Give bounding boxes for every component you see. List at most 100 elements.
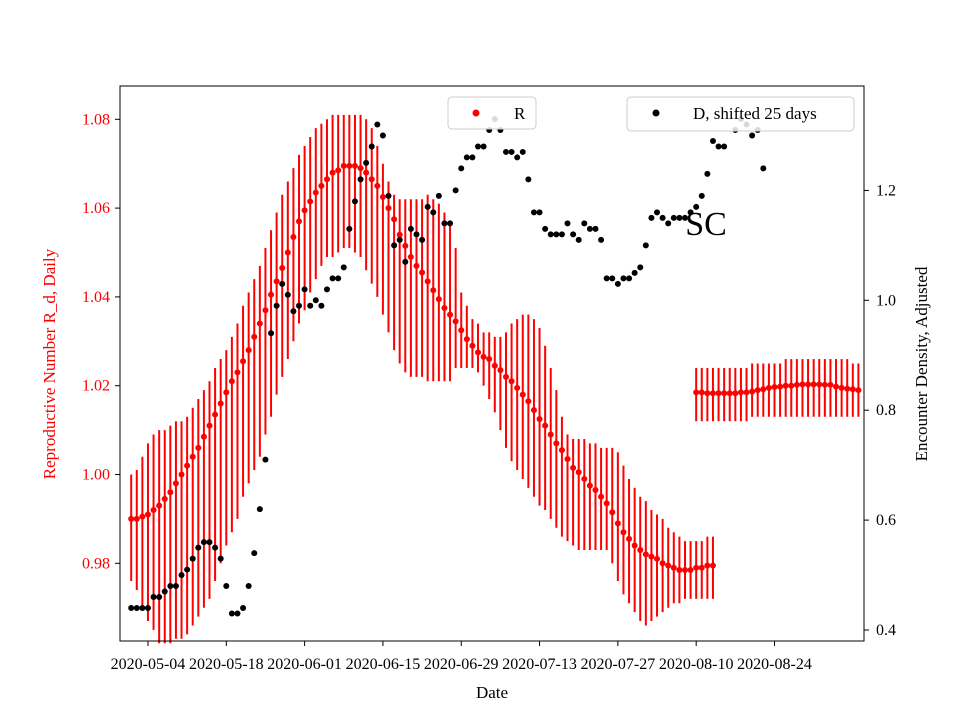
r-point <box>447 311 454 318</box>
r-point <box>637 546 644 553</box>
r-points <box>128 162 862 573</box>
r-point <box>268 291 275 298</box>
d-point <box>558 231 565 238</box>
r-point <box>396 231 403 238</box>
d-point <box>463 154 470 161</box>
x-axis-ticks: 2020-05-04 2020-05-18 2020-06-01 2020-06-15… <box>111 641 812 673</box>
d-point <box>530 209 537 216</box>
r-point <box>709 390 716 397</box>
r-point <box>284 249 291 256</box>
r-point <box>318 182 325 189</box>
r-point <box>374 182 381 189</box>
r-point <box>609 509 616 516</box>
r-point <box>665 562 672 569</box>
r-point <box>475 349 482 356</box>
r-point <box>765 384 772 391</box>
d-point <box>228 610 235 617</box>
d-point <box>402 258 409 265</box>
d-point <box>542 225 549 232</box>
r-point <box>558 447 565 454</box>
r-point <box>777 383 784 390</box>
d-point <box>262 456 269 463</box>
r-point <box>603 500 610 507</box>
d-point <box>598 236 605 243</box>
r-point <box>463 336 470 343</box>
r-point <box>441 305 448 311</box>
r-point <box>144 511 151 518</box>
d-point <box>665 220 672 227</box>
d-point <box>681 214 688 221</box>
d-point <box>156 594 163 601</box>
d-point <box>363 159 370 166</box>
d-point <box>407 225 414 232</box>
d-point <box>419 236 426 243</box>
r-point <box>469 342 476 349</box>
r-point <box>693 389 700 396</box>
r-point <box>553 440 560 447</box>
d-point <box>575 236 582 243</box>
r-point <box>391 216 398 223</box>
d-point <box>128 605 135 612</box>
d-point <box>312 297 319 304</box>
d-point <box>424 203 431 210</box>
r-point <box>726 390 733 397</box>
d-point <box>279 280 286 287</box>
r-point <box>793 381 800 388</box>
d-point <box>217 555 224 562</box>
r-point <box>458 327 465 334</box>
r-point <box>273 278 280 285</box>
annotation-label: SC <box>685 206 727 243</box>
r-point <box>575 469 582 476</box>
r-point <box>754 387 761 394</box>
r-point <box>212 411 219 418</box>
d-point <box>167 583 174 590</box>
r-point <box>737 389 744 396</box>
r-point <box>631 542 638 549</box>
r-point <box>184 462 191 469</box>
x-tick-label: 2020-07-27 <box>581 656 656 673</box>
r-point <box>676 566 683 573</box>
d-point <box>245 583 252 590</box>
d-point <box>670 214 677 221</box>
r-point <box>749 388 756 395</box>
y-left-axis-label: Reproductive Number R_d, Daily <box>40 248 59 479</box>
r-point <box>312 189 319 196</box>
d-point <box>760 165 767 172</box>
d-point <box>189 555 196 562</box>
r-point <box>368 176 375 183</box>
d-point <box>581 220 588 227</box>
r-point <box>519 391 526 398</box>
r-point <box>128 515 135 522</box>
d-point <box>385 192 392 199</box>
d-point <box>396 236 403 243</box>
d-point <box>508 148 515 155</box>
r-point <box>307 198 314 205</box>
r-point <box>195 444 202 451</box>
d-point <box>368 143 375 150</box>
d-point <box>335 275 342 282</box>
d-point <box>340 264 347 271</box>
r-point <box>648 553 655 560</box>
d-point <box>441 220 448 227</box>
r-point <box>687 566 694 573</box>
r-point <box>452 318 459 325</box>
r-point <box>150 507 157 514</box>
d-point <box>318 302 325 309</box>
d-point <box>195 544 202 551</box>
d-point <box>749 132 756 139</box>
y-left-tick-label: 1.00 <box>82 467 110 484</box>
r-point <box>413 262 420 269</box>
d-point <box>223 583 230 590</box>
r-point <box>228 378 235 385</box>
r-point <box>732 390 739 397</box>
r-point <box>833 383 840 390</box>
d-point <box>475 143 482 150</box>
r-point <box>816 381 823 388</box>
d-point <box>547 231 554 238</box>
r-point <box>570 464 577 471</box>
legend-r-label: R <box>514 104 526 123</box>
r-point <box>256 320 263 327</box>
r-point <box>821 381 828 388</box>
r-point <box>200 433 207 440</box>
